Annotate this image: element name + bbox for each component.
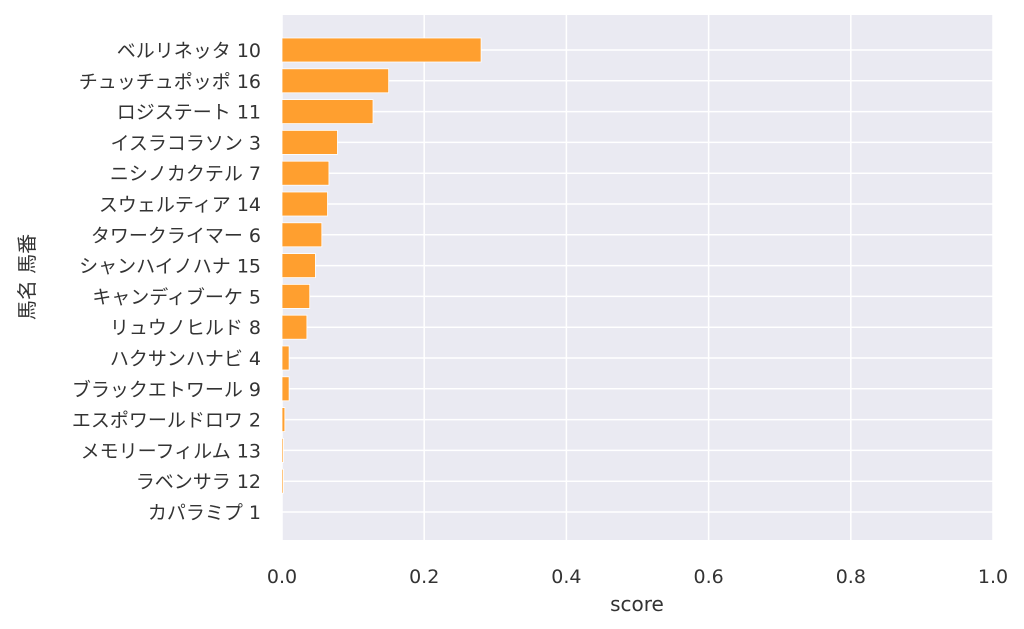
y-tick-label: キャンディブーケ 5 [92, 285, 261, 308]
bar [281, 99, 374, 124]
y-tick-label: リュウノヒルド 8 [110, 317, 261, 339]
y-tick-label: エスポワールドロワ 2 [72, 410, 261, 432]
bar [281, 437, 284, 463]
y-tick-label: ブラックエトワール 9 [72, 378, 261, 401]
y-tick-label: ニシノカクテル 7 [110, 163, 261, 185]
x-axis-label: score [610, 592, 664, 616]
y-tick-label: タワークライマー 6 [91, 225, 261, 247]
x-tick-label: 0.2 [409, 566, 439, 588]
bars [281, 37, 482, 494]
bar [281, 314, 308, 340]
x-tick-labels: 0.0 0.2 0.4 0.6 0.8 1.0 [267, 566, 1008, 588]
bar [281, 407, 286, 433]
x-tick-label: 0.8 [836, 566, 866, 588]
bar [281, 222, 323, 248]
y-tick-label: シャンハイノハナ 15 [79, 256, 261, 278]
y-axis-label: 馬名 馬番 [15, 234, 39, 320]
bar [281, 376, 290, 402]
y-tick-label: カパラミプ 1 [148, 502, 261, 524]
bar [281, 468, 284, 494]
bar [281, 37, 482, 63]
y-tick-label: ロジステート 11 [117, 102, 261, 124]
y-tick-labels: ベルリネッタ 10 チュッチュポッポ 16 ロジステート 11 イスラコラソン 3 ニシ… [72, 40, 261, 524]
y-tick-label: チュッチュポッポ 16 [79, 71, 261, 93]
plot-area [282, 15, 993, 540]
grid-lines [281, 15, 994, 540]
y-tick-label: イスラコラソン 3 [110, 132, 261, 154]
y-tick-label: ラベンサラ 12 [136, 471, 261, 493]
x-tick-label: 0.0 [267, 566, 297, 588]
y-tick-label: スウェルティア 14 [99, 194, 261, 216]
bar [281, 191, 328, 217]
bar [281, 283, 311, 309]
bar [281, 129, 338, 155]
x-tick-label: 0.6 [693, 566, 723, 588]
bar [281, 160, 330, 186]
y-tick-label: ベルリネッタ 10 [117, 40, 261, 62]
y-tick-label: メモリーフィルム 13 [81, 440, 261, 462]
y-tick-label: ハクサンハナビ 4 [110, 348, 261, 370]
x-tick-label: 1.0 [978, 566, 1008, 588]
bar [281, 68, 390, 94]
x-tick-label: 0.4 [551, 566, 581, 588]
bar [281, 253, 316, 279]
bar [281, 345, 290, 371]
